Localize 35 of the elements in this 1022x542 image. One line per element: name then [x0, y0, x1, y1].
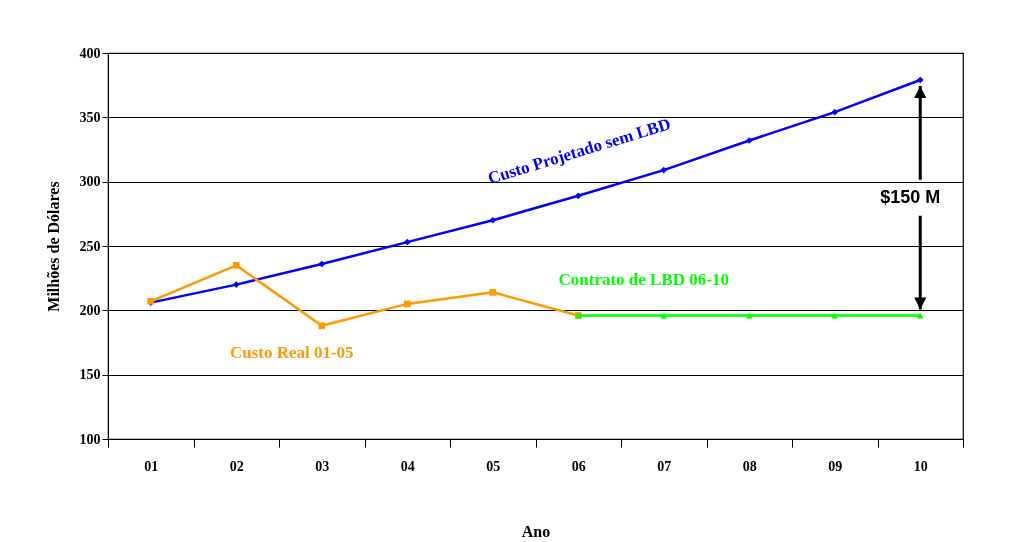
y-tick-label: 250 [79, 238, 101, 254]
y-tick-label: 400 [79, 45, 101, 61]
y-axis-title: Milhões de Dólares [44, 181, 62, 312]
point [660, 166, 668, 174]
x-tick-label: 10 [913, 458, 928, 474]
x-tick-label: 02 [229, 458, 244, 474]
x-tick-label: 03 [315, 458, 330, 474]
point [574, 192, 582, 200]
x-tick-label: 07 [657, 458, 672, 474]
point [489, 288, 497, 296]
y-tick-label: 300 [79, 174, 101, 190]
point [318, 322, 326, 330]
y-tick-label: 100 [79, 431, 101, 447]
point [403, 300, 411, 308]
x-tick-label: 09 [828, 458, 843, 474]
x-tick-label: 01 [144, 458, 159, 474]
point [745, 137, 753, 144]
point [232, 261, 240, 269]
series-label: Contrato de LBD 06-10 [558, 270, 729, 290]
x-tick-label: 04 [400, 458, 415, 474]
x-tick-label: 06 [571, 458, 586, 474]
point [489, 216, 497, 224]
x-axis-title: Ano [521, 522, 551, 540]
point [831, 108, 839, 116]
y-tick-label: 200 [79, 302, 101, 318]
point [916, 76, 924, 84]
point [318, 260, 326, 268]
y-tick-label: 150 [79, 367, 101, 383]
x-tick-label: 08 [742, 458, 757, 474]
series-label: Custo Real 01-05 [229, 342, 354, 362]
annotation: $150 M [880, 186, 941, 207]
point [232, 281, 240, 288]
y-tick-label: 350 [79, 109, 101, 125]
x-tick-label: 05 [486, 458, 501, 474]
point [403, 238, 411, 246]
